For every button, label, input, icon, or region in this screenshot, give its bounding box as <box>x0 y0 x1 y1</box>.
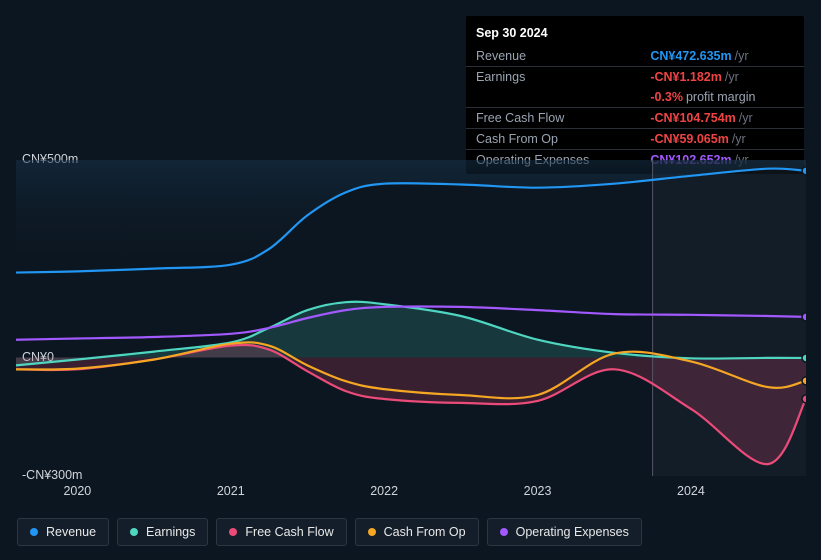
series-end-dot-revenue[interactable] <box>802 167 806 175</box>
legend-label: Cash From Op <box>384 525 466 539</box>
x-axis-tick-label: 2024 <box>677 484 705 498</box>
legend-label: Free Cash Flow <box>245 525 333 539</box>
series-end-dot-fcf[interactable] <box>802 395 806 403</box>
legend-dot-icon <box>229 528 237 536</box>
tooltip-row: Free Cash Flow-CN¥104.754m/yr <box>466 108 804 129</box>
series-end-dot-earnings[interactable] <box>802 354 806 362</box>
chart-legend: Revenue Earnings Free Cash Flow Cash From O… <box>17 518 642 546</box>
tooltip-row: Earnings-CN¥1.182m/yr <box>466 67 804 88</box>
tooltip-table: RevenueCN¥472.635m/yrEarnings-CN¥1.182m/… <box>466 46 804 170</box>
legend-dot-icon <box>30 528 38 536</box>
legend-label: Earnings <box>146 525 195 539</box>
tooltip-row: Cash From Op-CN¥59.065m/yr <box>466 129 804 150</box>
x-axis-tick-label: 2022 <box>370 484 398 498</box>
tooltip-row: RevenueCN¥472.635m/yr <box>466 46 804 67</box>
legend-label: Operating Expenses <box>516 525 629 539</box>
legend-item-cfo[interactable]: Cash From Op <box>355 518 479 546</box>
tooltip-metric-value: -CN¥1.182m/yr <box>640 67 804 88</box>
x-axis-tick-label: 2021 <box>217 484 245 498</box>
tooltip-date: Sep 30 2024 <box>466 20 804 46</box>
legend-label: Revenue <box>46 525 96 539</box>
legend-dot-icon <box>368 528 376 536</box>
tooltip-metric-label: Earnings <box>466 67 640 88</box>
legend-dot-icon <box>130 528 138 536</box>
legend-item-fcf[interactable]: Free Cash Flow <box>216 518 346 546</box>
tooltip-row: -0.3%profit margin <box>466 87 804 108</box>
legend-dot-icon <box>500 528 508 536</box>
tooltip-metric-value: -CN¥104.754m/yr <box>640 108 804 129</box>
chart-tooltip: Sep 30 2024 RevenueCN¥472.635m/yrEarning… <box>466 16 804 174</box>
legend-item-opex[interactable]: Operating Expenses <box>487 518 642 546</box>
plot-area[interactable] <box>16 160 806 476</box>
x-axis-tick-label: 2023 <box>524 484 552 498</box>
x-axis-tick-label: 2020 <box>63 484 91 498</box>
tooltip-metric-label: Revenue <box>466 46 640 67</box>
series-end-dot-cfo[interactable] <box>802 377 806 385</box>
financial-chart: Sep 30 2024 RevenueCN¥472.635m/yrEarning… <box>0 0 821 560</box>
series-end-dot-opex[interactable] <box>802 313 806 321</box>
tooltip-metric-label: Free Cash Flow <box>466 108 640 129</box>
tooltip-metric-label: Cash From Op <box>466 129 640 150</box>
legend-item-earnings[interactable]: Earnings <box>117 518 208 546</box>
tooltip-metric-value: -CN¥59.065m/yr <box>640 129 804 150</box>
legend-item-revenue[interactable]: Revenue <box>17 518 109 546</box>
tooltip-metric-value: CN¥472.635m/yr <box>640 46 804 67</box>
